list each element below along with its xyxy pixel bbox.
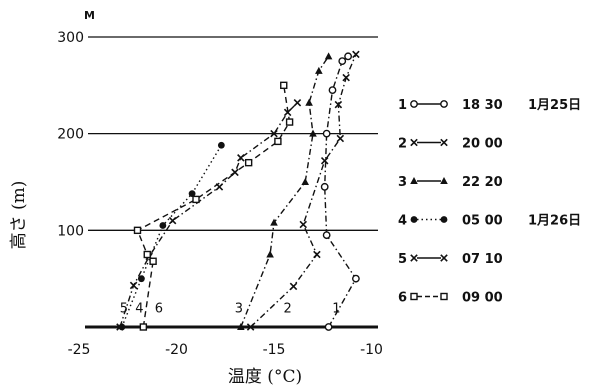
legend-marker-end-5 <box>440 254 448 262</box>
series-2-point-0 <box>246 323 255 331</box>
curve-label-1: 1 <box>332 302 340 317</box>
series-1-point-1 <box>351 274 360 283</box>
legend-date-1: 1月25日 <box>528 98 581 113</box>
legend-time-1: 18 30 <box>462 98 503 113</box>
y-axis: 100 200 300 <box>57 30 84 239</box>
y-tick-label-200: 200 <box>57 127 84 143</box>
series-5-point-7 <box>270 129 278 138</box>
legend-marker-end-6 <box>440 292 448 301</box>
series-5-point-9 <box>293 98 302 107</box>
series-2-point-6 <box>334 100 343 109</box>
series-2-point-2 <box>313 250 321 259</box>
series-1-point-0 <box>324 323 333 331</box>
legend-number-2: 2 <box>398 137 407 152</box>
legend-number-3: 3 <box>398 175 407 190</box>
legend-marker-start-1 <box>410 100 418 108</box>
legend-marker-end-4 <box>440 216 448 223</box>
legend-marker-end-2 <box>440 138 448 147</box>
series-3-point-4 <box>309 129 317 137</box>
series-5-point-3 <box>168 216 177 225</box>
series-6-point-1 <box>149 257 157 265</box>
series-3-point-7 <box>324 52 333 60</box>
x-tick-label--25: -25 <box>68 342 91 358</box>
series-6-point-5 <box>244 158 253 167</box>
series-4-point-3 <box>188 190 196 197</box>
series-3-point-0 <box>237 323 245 330</box>
grid <box>85 36 378 329</box>
series-2-point-3 <box>299 220 308 229</box>
legend-time-5: 07 10 <box>462 252 503 267</box>
series-3-point-6 <box>315 66 323 74</box>
series-2-point-1 <box>289 282 298 291</box>
series-3-point-2 <box>270 218 278 226</box>
series-5-point-1 <box>129 281 138 290</box>
series-1-point-6 <box>338 57 347 66</box>
series-6-line <box>136 85 291 328</box>
x-axis-title: 温度 (°C) <box>228 367 302 387</box>
series-6-point-3 <box>133 226 142 235</box>
legend-marker-end-3 <box>440 177 448 184</box>
curve-label-3: 3 <box>235 302 243 317</box>
series-6-point-2 <box>143 250 151 259</box>
legend-marker-start-2 <box>410 138 418 147</box>
x-tick-label--20: -20 <box>165 342 188 358</box>
series-5-point-0 <box>116 323 124 331</box>
x-axis: -25 -20 -15 -10 <box>68 342 383 358</box>
legend-marker-end-1 <box>440 100 448 108</box>
series-2-point-8 <box>352 50 360 59</box>
curve-label-5: 5 <box>120 302 128 317</box>
curve-label-2: 2 <box>284 302 292 317</box>
series-6-point-4 <box>192 195 200 204</box>
legend-number-5: 5 <box>398 252 407 267</box>
series-1-point-7 <box>344 52 352 61</box>
x-tick-label--10: -10 <box>360 342 383 358</box>
series-1-line <box>323 55 357 328</box>
legend-time-2: 20 00 <box>462 137 503 152</box>
series-6-point-7 <box>285 118 294 126</box>
series-2-line <box>250 54 357 328</box>
series-2-point-7 <box>342 73 350 82</box>
series-4-line <box>121 144 222 328</box>
series-3-point-5 <box>305 98 313 106</box>
series-1-point-3 <box>320 182 329 191</box>
series-6-point-6 <box>274 137 282 146</box>
series-3-line <box>240 55 330 328</box>
legend-time-3: 22 20 <box>462 175 503 190</box>
curve-label-4: 4 <box>135 302 143 317</box>
series-4-point-2 <box>159 222 167 229</box>
y-axis-title: 高さ (m) <box>9 181 29 250</box>
legend-number-1: 1 <box>398 98 407 113</box>
series-6-point-0 <box>139 323 148 331</box>
series-3-point-1 <box>266 250 274 258</box>
x-tick-label--15: -15 <box>263 342 286 358</box>
series-4-point-4 <box>217 141 225 149</box>
legend-number-4: 4 <box>398 214 407 229</box>
series-1-point-2 <box>322 231 331 240</box>
legend-marker-start-6 <box>410 292 418 301</box>
legend-marker-start-5 <box>410 254 418 262</box>
series-1-point-5 <box>328 86 337 95</box>
legend: 1 18 30 1月25日 2 20 00 3 22 20 4 05 00 1月26日 5 07 10… <box>398 98 581 306</box>
series-6-point-8 <box>280 81 288 90</box>
legend-time-4: 05 00 <box>462 214 503 229</box>
y-tick-label-300: 300 <box>57 30 84 46</box>
series-4-point-1 <box>138 275 145 283</box>
curve-label-6: 6 <box>155 302 163 317</box>
series-3-point-3 <box>301 177 309 185</box>
y-unit-label: M <box>84 9 95 22</box>
y-tick-label-100: 100 <box>57 223 84 239</box>
series-1-point-4 <box>322 129 331 138</box>
series-5-point-6 <box>237 154 245 162</box>
plot-area <box>116 50 360 331</box>
legend-marker-start-3 <box>410 177 418 184</box>
legend-date-4: 1月26日 <box>528 214 581 229</box>
legend-number-6: 6 <box>398 291 407 306</box>
series-2-point-5 <box>336 134 345 143</box>
series-2-point-4 <box>320 156 329 165</box>
legend-marker-start-4 <box>410 216 418 223</box>
legend-time-6: 09 00 <box>462 291 503 306</box>
